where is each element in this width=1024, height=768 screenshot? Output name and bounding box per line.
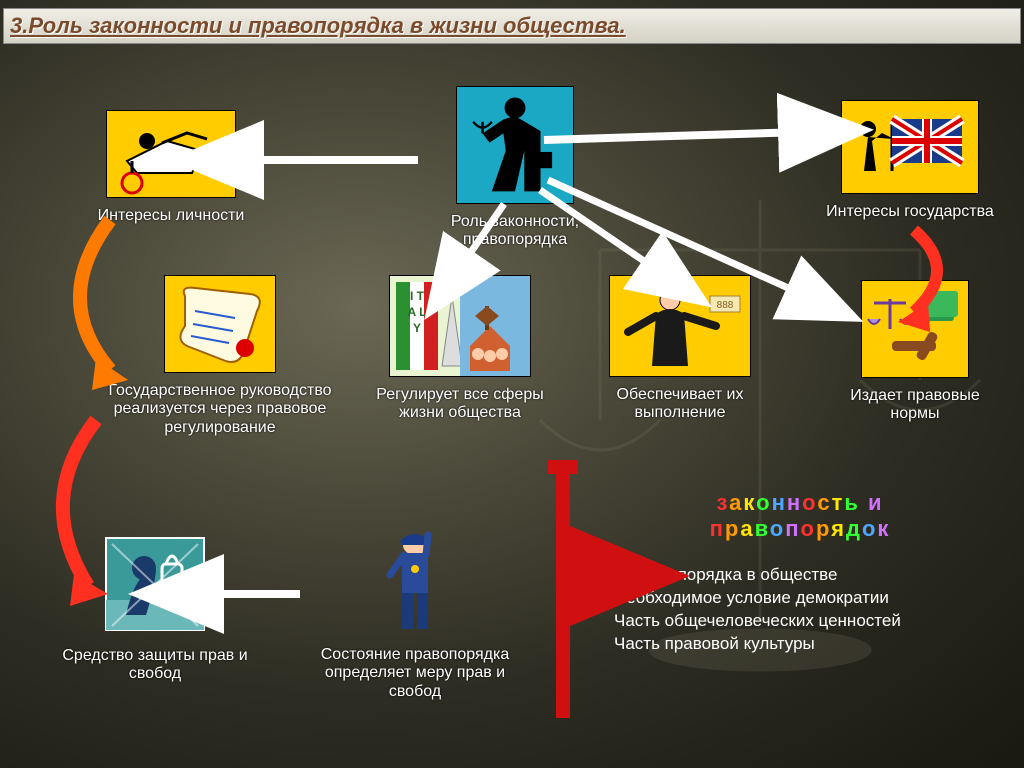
svg-text:A L: A L [408, 305, 427, 319]
bullet-1: Основа порядка в обществе [614, 564, 1024, 587]
node-ensures: 888 Обеспечивает их выполнение [580, 275, 780, 423]
bullet-4: Часть правовой культуры [614, 633, 1024, 656]
center-label: Роль законности, правопорядка [420, 213, 610, 250]
bullet-3: Часть общечеловеческих ценностей [614, 610, 1024, 633]
svg-text:I T: I T [410, 289, 425, 303]
node-governance: Государственное руководство реализуется … [90, 275, 350, 437]
n2-label: Интересы государства [820, 203, 1000, 221]
relax-icon [106, 110, 236, 198]
node-protection: Средство защиты прав и свобод [50, 530, 260, 684]
n7-label: Средство защиты прав и свобод [50, 647, 260, 684]
rainbow-heading: законность и правопорядок [600, 490, 1000, 542]
judge-icon: 888 [609, 275, 751, 377]
slide-title: 3.Роль законности и правопорядка в жизни… [10, 13, 626, 39]
policeman-icon [380, 525, 450, 637]
italy-icon: I T A L Y [389, 275, 531, 377]
n1-label: Интересы личности [86, 207, 256, 225]
node-personal-interests: Интересы личности [86, 110, 256, 225]
flag-icon [841, 100, 979, 194]
bullet-list: Основа порядка в обществе Необходимое ус… [614, 564, 1024, 656]
law-tools-icon [861, 280, 969, 378]
justice-man-icon [456, 86, 574, 204]
rainbow-line-1: законность и [600, 490, 1000, 516]
node-order-state: Состояние правопорядка определяет меру п… [300, 525, 530, 701]
node-regulates: I T A L Y Регулирует все сферы жизни общ… [360, 275, 560, 423]
node-center: Роль законности, правопорядка [420, 86, 610, 250]
n5-label: Обеспечивает их выполнение [580, 386, 780, 423]
bullet-2: Необходимое условие демократии [614, 587, 1024, 610]
scroll-icon [164, 275, 276, 373]
n8-label: Состояние правопорядка определяет меру п… [300, 646, 530, 701]
node-state-interests: Интересы государства [820, 100, 1000, 221]
n4-label: Регулирует все сферы жизни общества [360, 386, 560, 423]
n3-label: Государственное руководство реализуется … [90, 382, 350, 437]
svg-text:Y: Y [413, 321, 421, 335]
n6-label: Издает правовые нормы [830, 387, 1000, 424]
title-bar: 3.Роль законности и правопорядка в жизни… [3, 8, 1021, 44]
node-issues-norms: Издает правовые нормы [830, 280, 1000, 424]
shield-head-icon [96, 530, 214, 638]
svg-text:888: 888 [717, 300, 734, 311]
rainbow-line-2: правопорядок [600, 516, 1000, 542]
